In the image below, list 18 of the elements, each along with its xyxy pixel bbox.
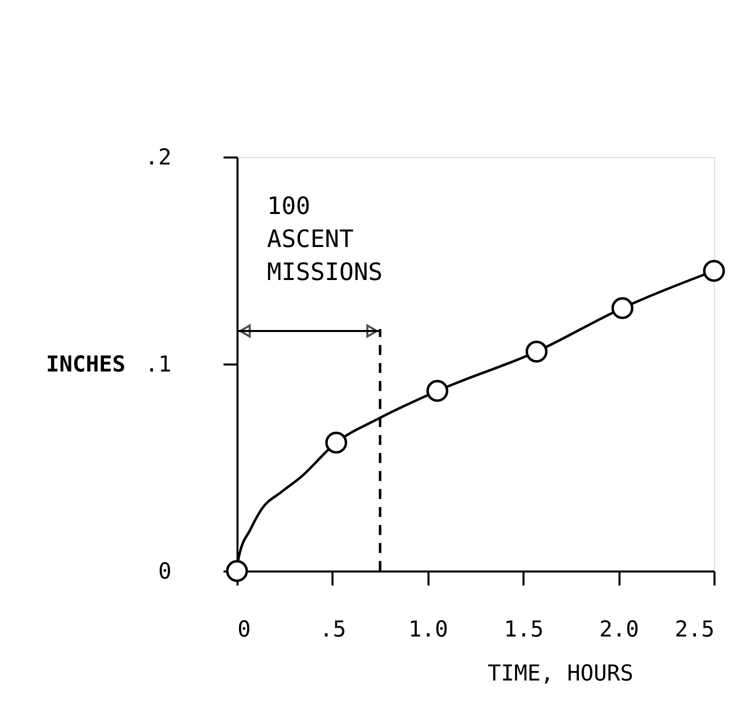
point (526, 340, 548, 363)
y-tick-label: .2 (145, 146, 172, 170)
point (426, 380, 448, 402)
ref-line-label: 100 ASCENT MISSIONS (267, 192, 383, 286)
y-tick-label: 0 (158, 560, 172, 584)
y-tick-label: .1 (145, 352, 172, 378)
x-tick-label: 1.0 (408, 618, 448, 642)
x-axis-title: TIME, HOURS (488, 662, 634, 686)
y-axis-title: INCHES (46, 352, 126, 378)
point (611, 297, 634, 320)
x-tick-label: 0 (238, 618, 251, 642)
x-tick-label: .5 (320, 618, 346, 642)
x-tick-label: 2.5 (674, 618, 714, 642)
x-tick-label: 2.0 (599, 618, 639, 642)
x-tick-label: 1.5 (504, 618, 544, 642)
point (325, 432, 348, 454)
point (703, 260, 725, 282)
point (226, 560, 248, 582)
